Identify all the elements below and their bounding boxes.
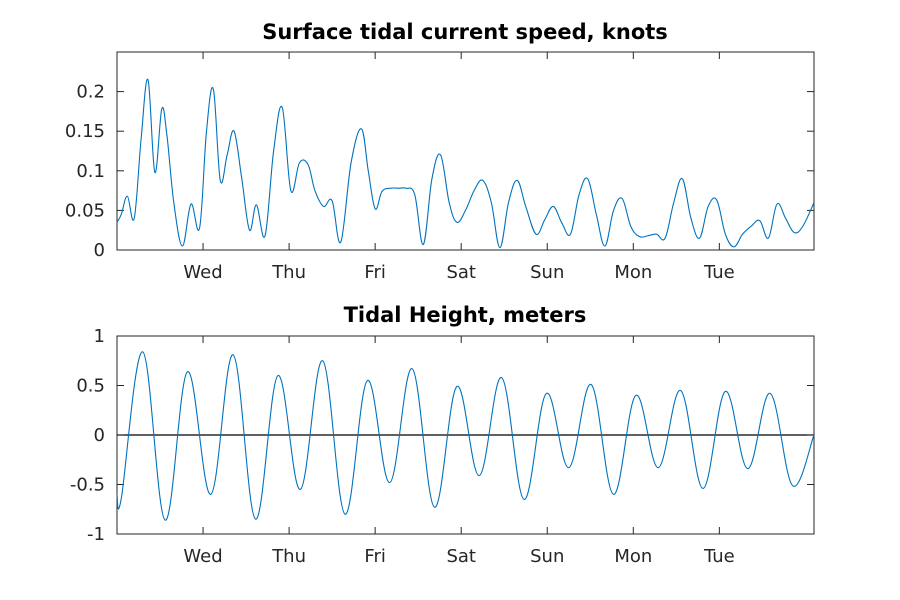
current-speed-y-tick-label: 0.15 — [65, 121, 105, 142]
current-speed-y-tick-label: 0.05 — [65, 200, 105, 221]
current-speed-series-line — [116, 78, 815, 249]
current-speed-y-tick-label: 0.1 — [76, 161, 105, 182]
tidal-height-x-tick-label: Tue — [703, 546, 735, 567]
current-speed-y-tick-label: 0 — [94, 240, 105, 261]
current-speed-x-ticks: Wed Thu Fri Sat Sun Mon Tue — [183, 52, 735, 283]
tidal-height-chart: Tidal Height, meters -1 -0.5 0 0.5 1 Wed Thu F… — [70, 303, 815, 567]
current-speed-chart: Surface tidal current speed, knots 0 0.05… — [65, 20, 815, 283]
tidal-height-series-line — [116, 351, 815, 521]
tidal-height-x-tick-label: Thu — [271, 546, 306, 567]
current-speed-x-tick-label: Tue — [703, 262, 735, 283]
tidal-height-x-tick-label: Sun — [530, 546, 564, 567]
current-speed-x-tick-label: Wed — [183, 262, 222, 283]
current-speed-x-tick-label: Sun — [530, 262, 564, 283]
tidal-height-x-tick-label: Fri — [364, 546, 385, 567]
current-speed-title: Surface tidal current speed, knots — [262, 20, 668, 44]
current-speed-x-tick-label: Fri — [364, 262, 385, 283]
current-speed-x-tick-label: Mon — [614, 262, 652, 283]
tidal-height-x-ticks: Wed Thu Fri Sat Sun Mon Tue — [183, 336, 735, 567]
tidal-height-y-tick-label: -0.5 — [70, 475, 105, 496]
tidal-height-y-tick-label: -1 — [87, 524, 105, 545]
tidal-height-y-tick-label: 1 — [94, 326, 105, 347]
current-speed-x-tick-label: Thu — [271, 262, 306, 283]
tidal-height-y-tick-label: 0.5 — [76, 376, 105, 397]
tidal-height-title: Tidal Height, meters — [344, 303, 587, 327]
current-speed-x-tick-label: Sat — [446, 262, 476, 283]
tidal-height-x-tick-label: Sat — [446, 546, 476, 567]
tidal-height-x-tick-label: Mon — [614, 546, 652, 567]
tidal-height-y-ticks: -1 -0.5 0 0.5 1 — [70, 326, 814, 545]
tidal-height-y-tick-label: 0 — [94, 425, 105, 446]
current-speed-y-ticks: 0 0.05 0.1 0.15 0.2 — [65, 82, 814, 261]
current-speed-y-tick-label: 0.2 — [76, 82, 105, 103]
current-speed-axes — [116, 51, 815, 251]
tidal-height-x-tick-label: Wed — [183, 546, 222, 567]
